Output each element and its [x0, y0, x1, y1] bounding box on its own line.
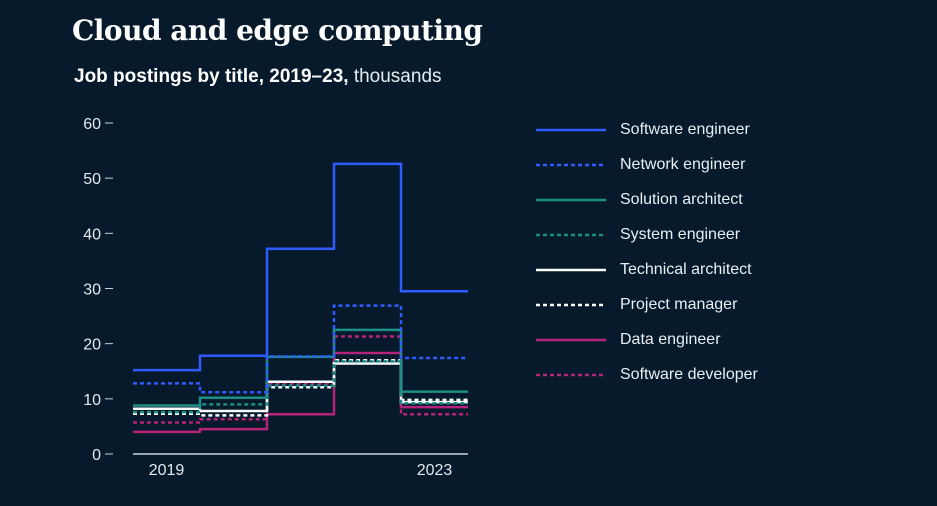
- legend-label: System engineer: [620, 225, 741, 243]
- y-tick-label: 30: [83, 282, 101, 299]
- subtitle-main: Job postings by title, 2019–23,: [74, 66, 349, 87]
- chart-legend: Software engineer Network engineer Solutio…: [536, 112, 856, 392]
- chart-title: Cloud and edge computing: [72, 14, 483, 47]
- legend-swatch: [536, 338, 606, 341]
- legend-swatch: [536, 373, 606, 376]
- legend-label: Project manager: [620, 295, 738, 313]
- legend-item: System engineer: [536, 217, 856, 252]
- legend-swatch: [536, 163, 606, 166]
- legend-swatch: [536, 268, 606, 271]
- legend-item: Software engineer: [536, 112, 856, 147]
- legend-item: Data engineer: [536, 322, 856, 357]
- y-tick-label: 60: [83, 116, 101, 133]
- legend-item: Project manager: [536, 287, 856, 322]
- series-network-engineer: [133, 304, 468, 394]
- legend-swatch: [536, 303, 606, 306]
- legend-label: Software developer: [620, 365, 758, 383]
- y-tick-label: 40: [83, 226, 101, 243]
- subtitle-unit: thousands: [353, 66, 442, 87]
- x-tick-label: 2023: [417, 462, 453, 479]
- series-solution-architect: [133, 328, 468, 407]
- y-tick-label: 0: [92, 447, 101, 464]
- legend-label: Data engineer: [620, 330, 721, 348]
- legend-item: Technical architect: [536, 252, 856, 287]
- legend-swatch: [536, 128, 606, 131]
- legend-item: Network engineer: [536, 147, 856, 182]
- chart-subtitle: Job postings by title, 2019–23, thousand…: [74, 66, 442, 88]
- legend-item: Solution architect: [536, 182, 856, 217]
- y-tick-label: 50: [83, 171, 101, 188]
- y-tick-label: 20: [83, 337, 101, 354]
- legend-label: Technical architect: [620, 260, 752, 278]
- legend-item: Software developer: [536, 357, 856, 392]
- legend-swatch: [536, 233, 606, 236]
- legend-label: Solution architect: [620, 190, 743, 208]
- legend-label: Software engineer: [620, 120, 750, 138]
- legend-swatch: [536, 198, 606, 201]
- series-software-engineer: [133, 162, 468, 372]
- legend-label: Network engineer: [620, 155, 746, 173]
- x-tick-label: 2019: [149, 462, 185, 479]
- y-tick-label: 10: [83, 392, 101, 409]
